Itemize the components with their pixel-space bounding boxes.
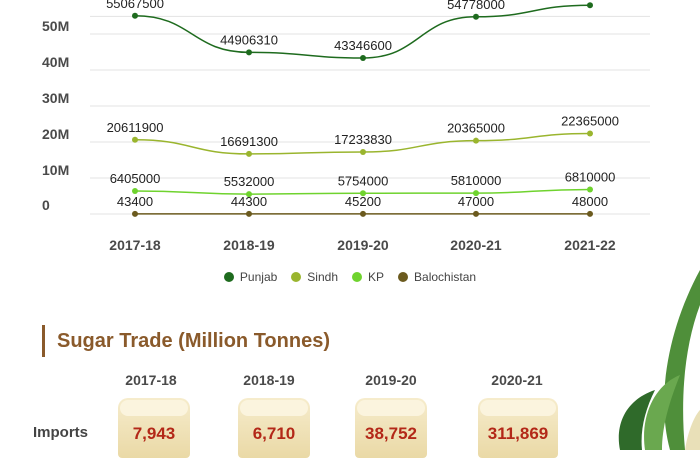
data-point-balochistan xyxy=(246,211,252,217)
legend-label: Punjab xyxy=(240,270,277,284)
data-point-kp xyxy=(587,186,593,192)
data-label-kp: 6405000 xyxy=(110,171,161,186)
trade-year-header: 2018-19 xyxy=(224,372,314,388)
import-value: 6,710 xyxy=(238,424,310,444)
data-label-balochistan: 43400 xyxy=(117,194,153,209)
x-tick-label: 2018-19 xyxy=(223,237,275,253)
data-point-sindh xyxy=(473,138,479,144)
data-point-punjab xyxy=(132,13,138,19)
data-label-sindh: 20365000 xyxy=(447,121,505,136)
data-label-sindh: 17233830 xyxy=(334,132,392,147)
series-group: 55067500 44906310 43346600 54778000 20611900… xyxy=(106,0,619,217)
y-tick-label: 40M xyxy=(42,54,69,70)
imports-row-label: Imports xyxy=(33,424,88,441)
y-tick-label: 30M xyxy=(42,90,69,106)
sugarcane-leaf-icon xyxy=(600,265,700,450)
legend-dot-icon xyxy=(398,272,408,282)
data-point-balochistan xyxy=(587,211,593,217)
data-label-balochistan: 45200 xyxy=(345,194,381,209)
trade-year-header: 2019-20 xyxy=(346,372,436,388)
trade-year-header: 2017-18 xyxy=(106,372,196,388)
legend-label: KP xyxy=(368,270,384,284)
data-label-kp: 5532000 xyxy=(224,174,275,189)
import-value: 7,943 xyxy=(118,424,190,444)
x-tick-label: 2021-22 xyxy=(564,237,616,253)
data-label-punjab: 43346600 xyxy=(334,38,392,53)
data-label-kp: 5754000 xyxy=(338,173,389,188)
x-axis: 2017-18 2018-19 2019-20 2020-21 2021-22 xyxy=(109,237,616,253)
legend-item-punjab: Punjab xyxy=(224,270,277,284)
data-label-sindh: 16691300 xyxy=(220,134,278,149)
data-point-sindh xyxy=(587,130,593,136)
x-tick-label: 2020-21 xyxy=(450,237,502,253)
data-label-kp: 5810000 xyxy=(451,173,502,188)
legend-item-sindh: Sindh xyxy=(291,270,338,284)
data-point-sindh xyxy=(246,151,252,157)
data-label-punjab: 44906310 xyxy=(220,32,278,47)
data-point-punjab xyxy=(587,2,593,8)
legend-item-kp: KP xyxy=(352,270,384,284)
y-tick-label: 50M xyxy=(42,18,69,34)
y-axis: 0 10M 20M 30M 40M 50M xyxy=(42,18,69,213)
data-label-balochistan: 44300 xyxy=(231,194,267,209)
x-tick-label: 2019-20 xyxy=(337,237,389,253)
data-point-balochistan xyxy=(473,211,479,217)
data-point-punjab xyxy=(360,55,366,61)
y-tick-label: 10M xyxy=(42,162,69,178)
data-label-kp: 6810000 xyxy=(565,169,616,184)
chart-legend: Punjab Sindh KP Balochistan xyxy=(0,270,700,284)
data-label-punjab: 54778000 xyxy=(447,0,505,12)
sugar-cube-icon: 38,752 xyxy=(355,398,427,458)
legend-dot-icon xyxy=(291,272,301,282)
data-point-sindh xyxy=(360,149,366,155)
y-tick-label: 20M xyxy=(42,126,69,142)
y-tick-label: 0 xyxy=(42,197,50,213)
sugar-cube-icon: 311,869 xyxy=(478,398,558,458)
trade-year-header: 2020-21 xyxy=(472,372,562,388)
legend-item-balochistan: Balochistan xyxy=(398,270,476,284)
data-label-balochistan: 47000 xyxy=(458,194,494,209)
legend-dot-icon xyxy=(352,272,362,282)
sugar-cube-icon: 6,710 xyxy=(238,398,310,458)
import-value: 311,869 xyxy=(478,424,558,444)
data-point-balochistan xyxy=(360,211,366,217)
data-point-balochistan xyxy=(132,211,138,217)
data-label-balochistan: 48000 xyxy=(572,194,608,209)
import-value: 38,752 xyxy=(355,424,427,444)
legend-label: Balochistan xyxy=(414,270,476,284)
sugar-cube-icon: 7,943 xyxy=(118,398,190,458)
data-point-punjab xyxy=(246,49,252,55)
data-label-punjab: 55067500 xyxy=(106,0,164,11)
data-point-punjab xyxy=(473,14,479,20)
x-tick-label: 2017-18 xyxy=(109,237,161,253)
sugar-trade-title: Sugar Trade (Million Tonnes) xyxy=(42,325,330,357)
legend-label: Sindh xyxy=(307,270,338,284)
data-label-sindh: 20611900 xyxy=(107,120,164,135)
legend-dot-icon xyxy=(224,272,234,282)
data-label-sindh: 22365000 xyxy=(561,113,619,128)
data-point-sindh xyxy=(132,137,138,143)
